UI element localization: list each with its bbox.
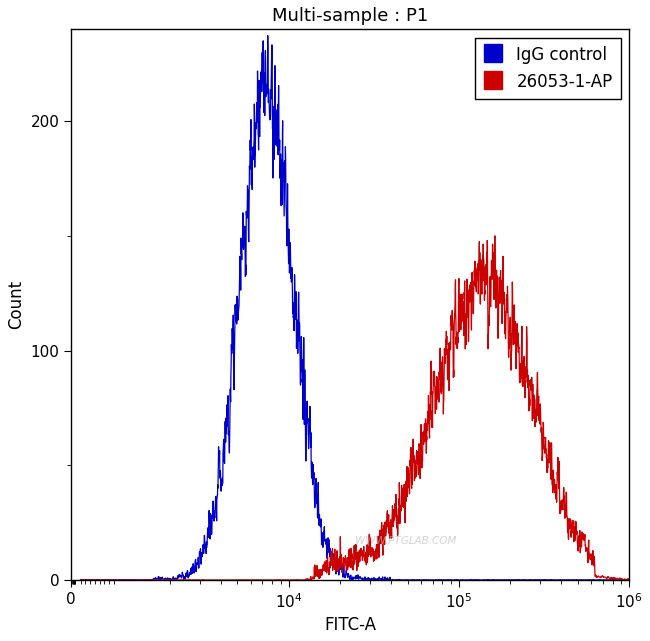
26053-1-AP [491, 232, 499, 240]
26053-1-AP [553, 490, 561, 497]
26053-1-AP [77, 576, 85, 584]
IgG control [92, 576, 100, 584]
IgG control [464, 576, 472, 584]
IgG control [77, 576, 85, 583]
26053-1-AP [621, 576, 629, 583]
Line: IgG control: IgG control [81, 36, 638, 580]
26053-1-AP [92, 576, 100, 584]
Line: 26053-1-AP: 26053-1-AP [81, 236, 638, 580]
X-axis label: FITC-A: FITC-A [324, 616, 376, 634]
IgG control [621, 576, 629, 584]
26053-1-AP [109, 576, 117, 584]
26053-1-AP [209, 576, 216, 584]
IgG control [268, 41, 276, 49]
Legend: IgG control, 26053-1-AP: IgG control, 26053-1-AP [474, 38, 621, 99]
26053-1-AP [268, 576, 276, 584]
IgG control [634, 576, 642, 584]
IgG control [553, 576, 561, 584]
26053-1-AP [240, 576, 248, 584]
Text: WWW.PTGLAB.COM: WWW.PTGLAB.COM [356, 537, 457, 546]
Y-axis label: Count: Count [7, 280, 25, 329]
26053-1-AP [634, 576, 642, 583]
IgG control [109, 576, 117, 584]
Title: Multi-sample : P1: Multi-sample : P1 [272, 7, 428, 25]
IgG control [264, 32, 272, 40]
IgG control [240, 229, 248, 237]
